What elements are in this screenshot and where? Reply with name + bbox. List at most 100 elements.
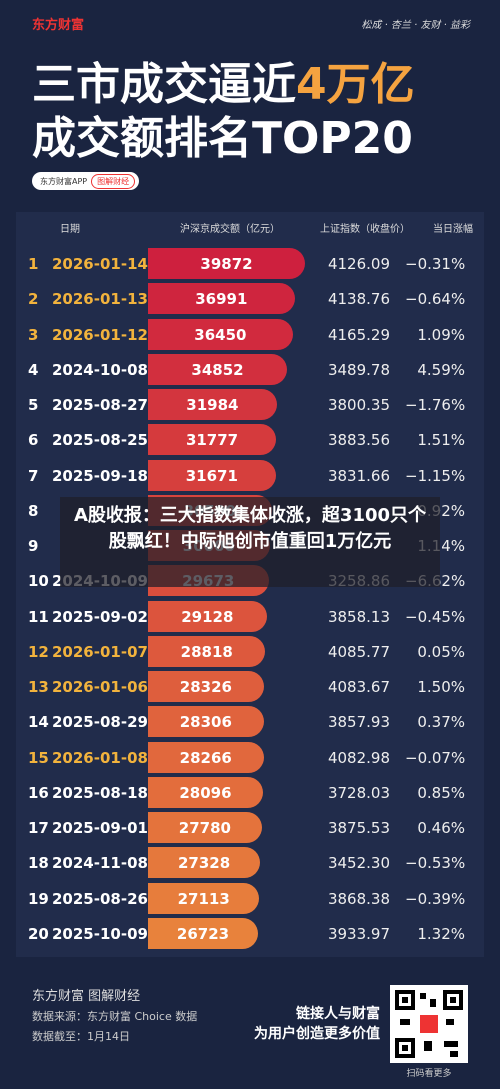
row-index: 3868.38 xyxy=(327,889,390,908)
row-rank: 2 xyxy=(28,290,39,309)
amount-bar xyxy=(148,600,267,632)
amount-label: 29128 xyxy=(181,607,234,626)
amount-label: 28096 xyxy=(179,783,232,802)
amount-bar xyxy=(148,706,264,738)
row-change: −0.39% xyxy=(405,889,466,908)
footer-slogan2: 为用户创造更多价值 xyxy=(254,1026,380,1042)
title-line1: 三市成交逼近4万亿 xyxy=(32,48,415,112)
row-index: 3452.30 xyxy=(327,854,390,873)
amount-bar xyxy=(148,635,266,667)
badge: 东方财富APP 图解财经 xyxy=(32,172,140,190)
amount-label: 31777 xyxy=(185,431,239,450)
slogan: 松成 · 杏兰 · 友财 · 益彩 xyxy=(361,20,470,31)
amount-label: 28266 xyxy=(179,748,232,767)
row-rank: 19 xyxy=(28,889,49,908)
amount-bar xyxy=(148,389,277,420)
footer-logo: 东方财富 图解财经 xyxy=(32,989,141,1004)
amount-label: 28326 xyxy=(179,678,232,696)
row-date: 2024-11-08 xyxy=(52,854,148,873)
row-change: 1.51% xyxy=(417,431,465,450)
amount-bar xyxy=(148,318,293,350)
amount-bar xyxy=(148,283,295,315)
amount-label: 27780 xyxy=(178,819,231,837)
row-change: 0.85% xyxy=(417,783,465,802)
row-change: 0.37% xyxy=(417,713,465,732)
row-date: 2025-09-18 xyxy=(52,466,148,485)
row-date: 2026-01-06 xyxy=(52,678,148,696)
row-change: 1.50% xyxy=(417,678,465,696)
column-header: 沪深京成交额（亿元） xyxy=(180,224,280,235)
row-date: 2026-01-14 xyxy=(52,255,148,273)
row-rank: 15 xyxy=(28,748,49,767)
row-rank: 16 xyxy=(28,783,49,802)
row-rank: 7 xyxy=(28,466,39,485)
row-index: 3728.03 xyxy=(327,783,390,802)
row-change: −0.53% xyxy=(405,854,466,873)
row-date: 2025-10-09 xyxy=(52,924,148,943)
amount-bar xyxy=(148,812,262,843)
amount-bar xyxy=(148,424,277,456)
amount-label: 28818 xyxy=(180,642,233,661)
row-rank: 9 xyxy=(28,537,39,555)
footer-date: 数据截至：1月14日 xyxy=(32,1030,130,1043)
amount-bar xyxy=(148,459,276,491)
amount-label: 34852 xyxy=(191,360,244,379)
amount-bar xyxy=(148,741,264,773)
amount-label: 28306 xyxy=(179,713,232,732)
row-index: 3800.35 xyxy=(327,396,390,414)
row-change: 0.46% xyxy=(417,819,465,837)
row-change: −1.15% xyxy=(405,466,466,485)
column-header: 上证指数（收盘价） xyxy=(320,224,410,235)
amount-label: 31671 xyxy=(185,466,238,485)
row-rank: 11 xyxy=(28,607,49,626)
row-rank: 6 xyxy=(28,431,39,450)
row-index: 3831.66 xyxy=(327,466,390,485)
amount-bar xyxy=(148,882,260,914)
column-header: 日期 xyxy=(60,224,80,235)
row-date: 2025-09-01 xyxy=(52,819,148,837)
row-rank: 10 xyxy=(28,572,49,591)
row-change: −1.76% xyxy=(405,396,466,414)
row-index: 3489.78 xyxy=(327,360,390,379)
row-date: 2025-08-18 xyxy=(52,783,148,802)
row-index: 4165.29 xyxy=(327,325,390,344)
row-index: 4082.98 xyxy=(327,748,390,767)
overlay-text: A股收报：三大指数集体收涨，超3100只个股飘红！中际旭创市值重回1万亿元 xyxy=(73,505,427,552)
row-date: 2025-08-26 xyxy=(52,889,148,908)
amount-bar xyxy=(148,671,264,702)
row-change: 1.09% xyxy=(417,325,465,344)
title-highlight: 4万亿 xyxy=(296,59,415,110)
row-date: 2026-01-12 xyxy=(52,325,148,344)
amount-label: 27328 xyxy=(177,854,231,873)
row-rank: 1 xyxy=(28,255,39,273)
column-header: 当日涨幅 xyxy=(433,224,473,235)
row-change: 0.05% xyxy=(417,642,465,661)
overlay-bg xyxy=(60,497,440,587)
row-rank: 20 xyxy=(28,924,49,943)
row-date: 2025-09-02 xyxy=(52,607,148,626)
amount-bar xyxy=(148,353,288,385)
amount-bar xyxy=(148,248,305,279)
row-change: −0.64% xyxy=(405,290,466,309)
amount-label: 31984 xyxy=(186,396,239,414)
row-index: 3858.13 xyxy=(327,607,390,626)
row-change: 1.32% xyxy=(417,924,465,943)
amount-label: 27113 xyxy=(177,889,230,908)
row-rank: 12 xyxy=(28,642,49,661)
row-index: 3875.53 xyxy=(327,819,390,837)
badge-app: 东方财富APP xyxy=(40,176,88,186)
qr-caption: 扫码看更多 xyxy=(406,1069,452,1079)
row-rank: 14 xyxy=(28,713,49,732)
row-rank: 3 xyxy=(28,325,39,344)
row-index: 4085.77 xyxy=(327,642,390,661)
amount-bar xyxy=(148,847,261,879)
row-date: 2026-01-08 xyxy=(52,748,148,767)
badge-tag: 图解财经 xyxy=(91,173,136,189)
qr-code xyxy=(390,985,468,1063)
row-rank: 17 xyxy=(28,819,49,837)
amount-label: 36991 xyxy=(195,290,248,309)
amount-label: 36450 xyxy=(194,325,247,344)
row-rank: 5 xyxy=(28,396,39,414)
row-index: 3883.56 xyxy=(327,431,390,450)
